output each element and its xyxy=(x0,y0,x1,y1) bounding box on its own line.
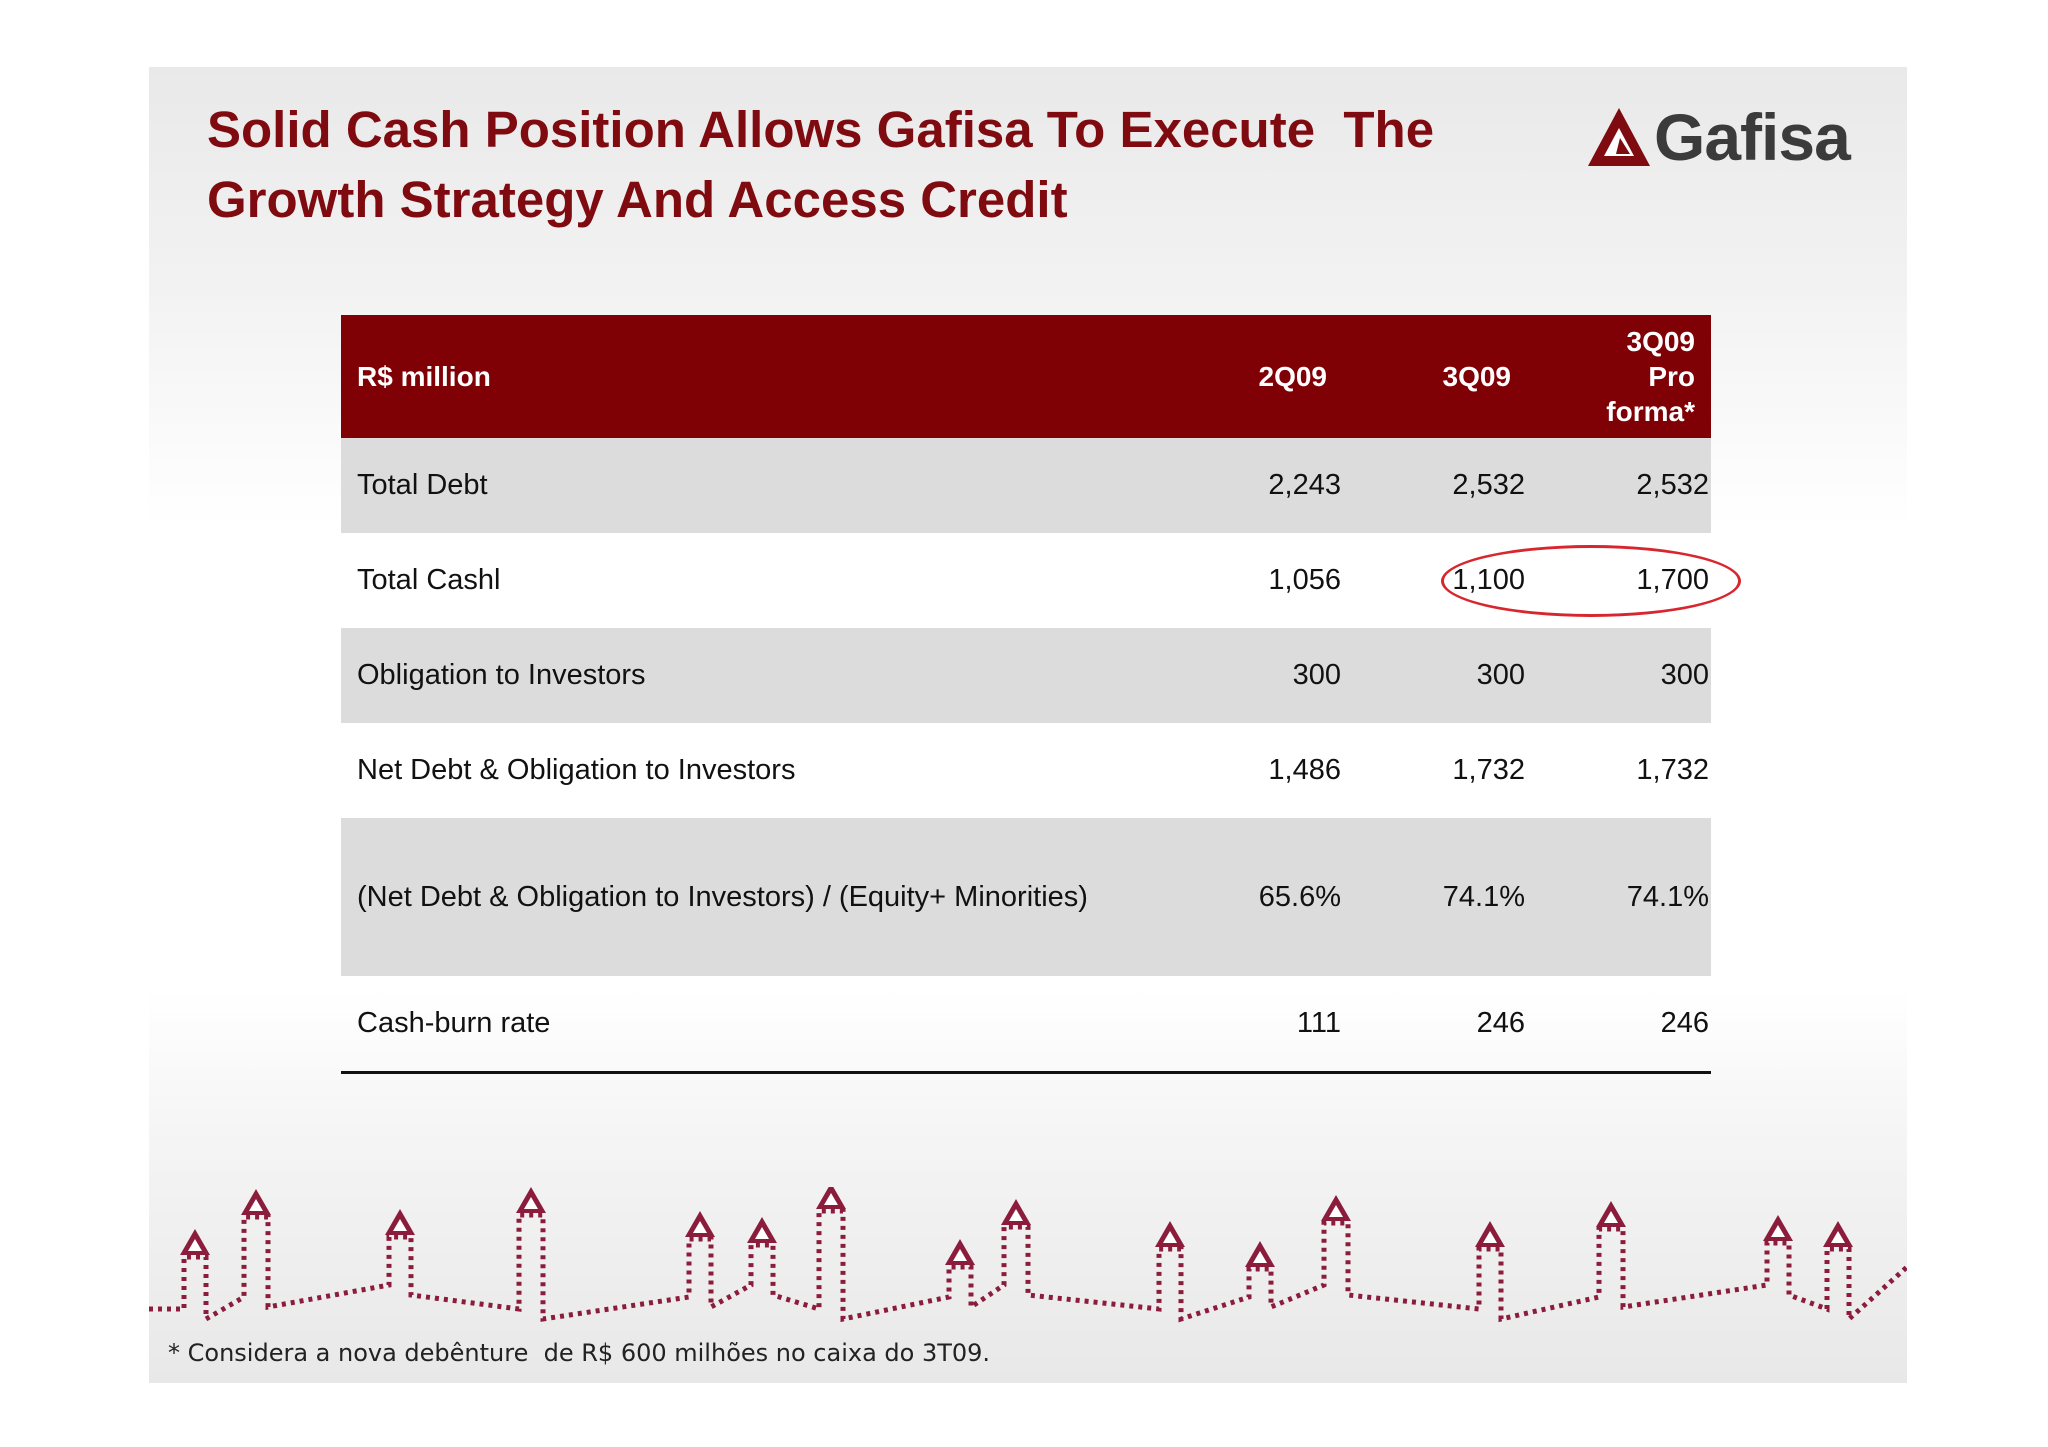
skyline-triangle-inner xyxy=(1604,1211,1618,1223)
skyline-triangle-inner xyxy=(1329,1205,1343,1217)
table-header-row: R$ million 2Q09 3Q09 3Q09 Pro forma* xyxy=(341,315,1711,438)
cell-value: 74.1% xyxy=(1527,818,1711,976)
cell-value: 2,243 xyxy=(1161,438,1343,533)
skyline-triangle-inner xyxy=(824,1193,838,1205)
title-line-2: Growth Strategy And Access Credit xyxy=(207,171,1068,228)
table-row: Obligation to Investors 300 300 300 xyxy=(341,628,1711,723)
cell-value: 300 xyxy=(1343,628,1527,723)
skyline-triangle-inner xyxy=(1163,1231,1177,1243)
cell-value: 1,056 xyxy=(1268,564,1341,596)
row-label-net-debt: Net Debt & Obligation to Investors xyxy=(357,754,796,786)
cell-value: 300 xyxy=(1527,628,1711,723)
row-label-total-debt: Total Debt xyxy=(341,438,1161,533)
skyline-triangle-inner xyxy=(393,1219,407,1231)
logo-wordmark: Gafisa xyxy=(1654,100,1851,174)
gafisa-logo: Gafisa xyxy=(1586,97,1876,177)
cell-value: 111 xyxy=(1161,976,1343,1074)
skyline-triangle-inner xyxy=(188,1239,202,1251)
cell-value: 1,700 xyxy=(1636,564,1709,596)
header-label: R$ million xyxy=(341,315,1161,438)
slide: Solid Cash Position Allows Gafisa To Exe… xyxy=(149,67,1907,1383)
financial-table: R$ million 2Q09 3Q09 3Q09 Pro forma* Tot… xyxy=(341,315,1711,1074)
cell-value: 2,532 xyxy=(1527,438,1711,533)
skyline-triangle-inner xyxy=(1009,1209,1023,1221)
table-row: (Net Debt & Obligation to Investors) / (… xyxy=(341,818,1711,976)
skyline-triangle-inner xyxy=(1253,1251,1267,1263)
table-row: Total Debt 2,243 2,532 2,532 xyxy=(341,438,1711,533)
header-3q09: 3Q09 xyxy=(1343,315,1527,438)
cell-value: 1,732 xyxy=(1452,754,1525,786)
skyline-triangle-inner xyxy=(1483,1231,1497,1243)
table-row: Cash-burn rate 111 246 246 xyxy=(341,976,1711,1074)
table-row: Net Debt & Obligation to Investors 1,486… xyxy=(341,723,1711,818)
skyline-triangle-inner xyxy=(693,1221,707,1233)
gafisa-triangle-icon xyxy=(1588,108,1650,166)
title-line-1: Solid Cash Position Allows Gafisa To Exe… xyxy=(207,101,1435,158)
header-3q09-pro-forma-line-3: forma* xyxy=(1606,396,1695,427)
row-label-total-cash: Total Cashl xyxy=(357,564,501,596)
skyline-decoration xyxy=(149,1187,1907,1325)
skyline-triangle-inner xyxy=(1831,1231,1845,1243)
cell-value: 300 xyxy=(1161,628,1343,723)
skyline-triangle-inner xyxy=(1771,1225,1785,1237)
row-label-obligation: Obligation to Investors xyxy=(341,628,1161,723)
skyline-triangle-inner xyxy=(755,1227,769,1239)
header-3q09-pro-forma: 3Q09 Pro forma* xyxy=(1527,315,1711,438)
cell-value: 1,486 xyxy=(1268,754,1341,786)
cell-value: 74.1% xyxy=(1343,818,1527,976)
skyline-triangle-inner xyxy=(249,1199,263,1211)
header-3q09-pro-forma-line-1: 3Q09 xyxy=(1626,326,1696,357)
slide-title: Solid Cash Position Allows Gafisa To Exe… xyxy=(207,95,1435,235)
row-label-leverage-ratio: (Net Debt & Obligation to Investors) / (… xyxy=(341,818,1161,976)
footnote: * Considera a nova debênture de R$ 600 m… xyxy=(168,1339,991,1367)
skyline-triangle-inner xyxy=(524,1197,538,1209)
row-label-cash-burn: Cash-burn rate xyxy=(341,976,1161,1074)
skyline-outline xyxy=(149,1208,1907,1325)
cell-value: 1,732 xyxy=(1636,754,1709,786)
header-3q09-pro-forma-line-2: Pro xyxy=(1648,361,1695,392)
cell-value: 1,100 xyxy=(1452,564,1525,596)
skyline-triangle-inner xyxy=(953,1249,967,1261)
cell-value: 246 xyxy=(1527,976,1711,1074)
table-row: Total Cashl 1,056 1,100 1,700 xyxy=(341,533,1711,628)
cell-value: 65.6% xyxy=(1161,818,1343,976)
cell-value: 2,532 xyxy=(1343,438,1527,533)
header-2q09: 2Q09 xyxy=(1161,315,1343,438)
cell-value: 246 xyxy=(1343,976,1527,1074)
